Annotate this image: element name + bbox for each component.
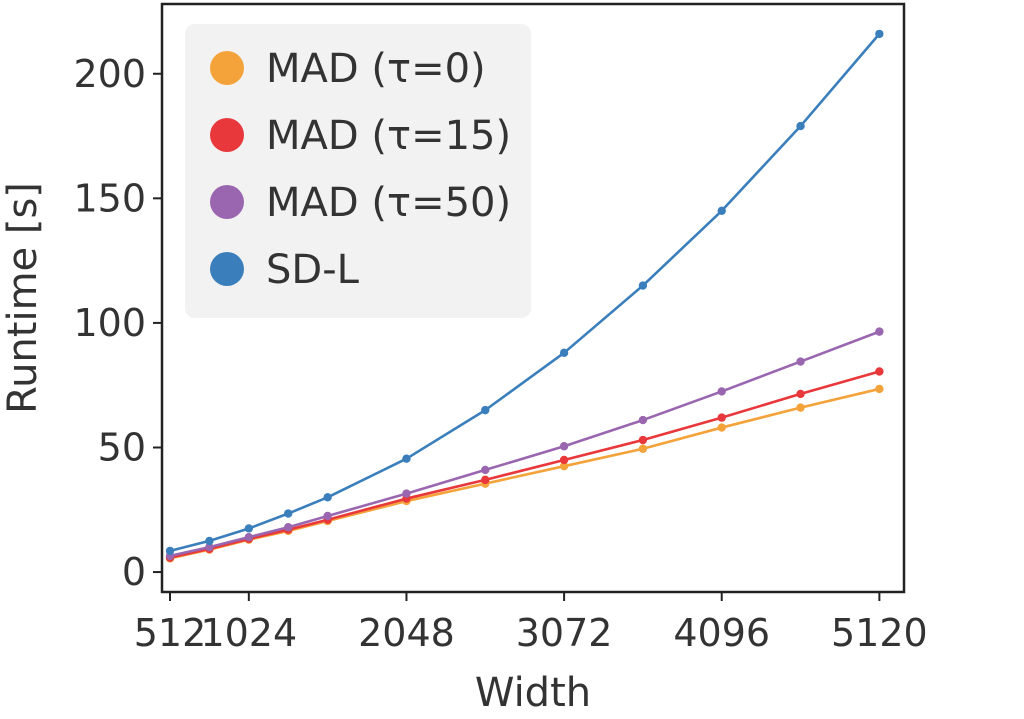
legend-item: SD-L [210,247,360,293]
legend-label: MAD (τ=0) [266,46,486,92]
data-point [638,444,648,453]
data-point [244,532,254,542]
data-point [481,405,490,415]
plot-frame [160,2,906,594]
x-tick-label: 4096 [673,611,770,655]
y-tick-label: 200 [73,52,146,96]
data-point [875,384,884,394]
data-point [796,389,805,399]
data-point [638,435,648,445]
legend-label: SD-L [266,247,360,293]
data-point [402,454,411,463]
x-axis-title: Width [475,670,591,716]
data-point [559,455,569,465]
data-point [638,415,648,425]
data-point [796,403,805,412]
legend-swatch [210,51,244,85]
data-point [481,465,490,475]
data-point [205,542,214,552]
legend-swatch [210,118,244,152]
x-tick-label: 3072 [516,611,613,655]
data-point [559,348,569,358]
data-point [402,489,411,498]
x-tick-label: 512 [134,611,207,655]
data-point [796,121,805,131]
legend-box [185,24,531,318]
y-axis: 0 50 100 150 200 [73,52,162,594]
data-point [244,524,254,533]
legend-item: MAD (τ=0) [210,46,486,92]
series-line-mad-15 [168,370,881,559]
legend-item: MAD (τ=50) [210,180,511,226]
legend-items: MAD (τ=0) MAD (τ=15) MAD (τ=50) SD-L [210,46,511,293]
data-point [717,423,726,432]
series-layer [165,29,884,563]
series-sd-l [165,29,884,556]
data-point [796,357,805,366]
data-point [717,206,726,215]
y-tick-label: 150 [73,176,146,220]
data-point [638,281,648,290]
data-point [323,511,332,521]
data-point [717,413,726,422]
y-axis-title: Runtime [s] [0,182,46,414]
y-tick-label: 0 [122,550,146,594]
data-point [481,475,490,485]
y-tick-label: 50 [98,425,146,469]
series-line-sd-l [168,32,881,553]
x-tick-label: 2048 [358,611,455,655]
data-point [284,509,293,518]
legend-item: MAD (τ=15) [210,113,511,159]
data-point [323,493,332,502]
data-point [875,367,884,376]
data-point [284,523,293,532]
data-point [559,461,569,471]
data-point [717,387,726,396]
legend-swatch [210,185,244,219]
x-tick-label: 5120 [831,611,928,655]
series-line-mad-50 [168,330,881,558]
legend: MAD (τ=0) MAD (τ=15) MAD (τ=50) SD-L [185,24,531,318]
y-tick-label: 100 [73,301,146,345]
x-tick-label: 1024 [200,611,297,655]
data-point [559,442,569,451]
data-point [205,536,214,546]
legend-label: MAD (τ=15) [266,113,511,159]
data-point [165,546,175,556]
legend-swatch [210,252,244,286]
data-point [875,29,884,39]
legend-label: MAD (τ=50) [266,180,511,226]
data-point [875,327,884,336]
